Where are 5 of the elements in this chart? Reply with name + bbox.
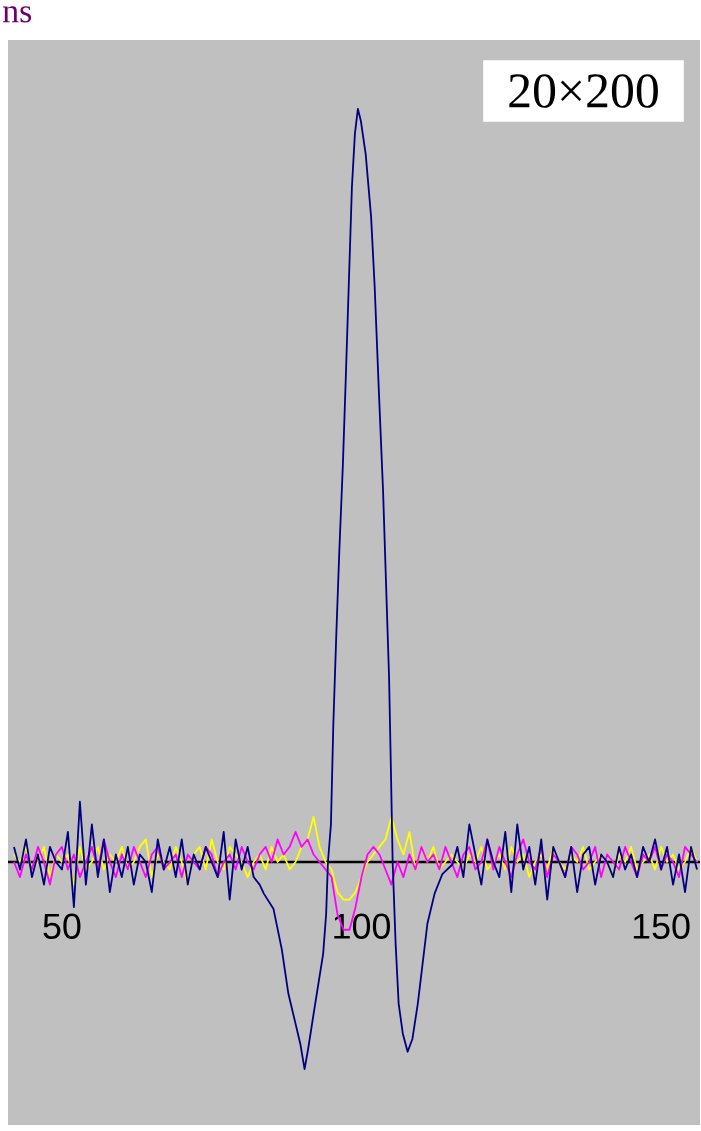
text: ns [2,6,31,23]
x-tick-label: 150 [633,913,690,939]
x-tick-label: 100 [334,913,390,939]
text: 20×200 [509,74,658,108]
x-tick-label: 50 [43,913,81,939]
